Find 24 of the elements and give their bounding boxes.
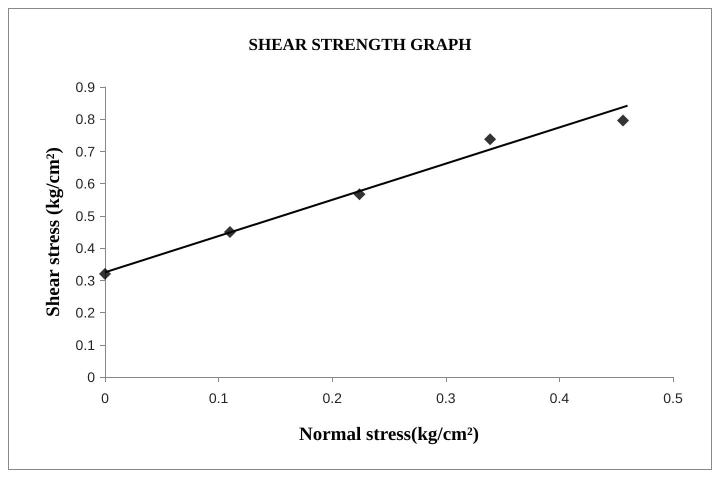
point	[484, 133, 496, 146]
y-tick-label: 0.7	[76, 143, 96, 160]
y-axis-title: Shear stress (kg/cm²)	[43, 147, 64, 317]
chart-title: SHEAR STRENGTH GRAPH	[248, 35, 472, 54]
y-tick-label: 0.8	[76, 111, 96, 128]
x-axis-title: Normal stress(kg/cm²)	[299, 424, 479, 445]
y-tick-label: 0.4	[76, 240, 96, 256]
y-tick-label: 0.6	[76, 176, 96, 192]
y-tick-label: 0.5	[76, 208, 96, 224]
point	[99, 268, 111, 280]
point	[224, 226, 236, 238]
point	[617, 114, 630, 127]
y-tick-label: 0.3	[76, 272, 96, 288]
y-tick-label: 0.1	[76, 336, 96, 353]
point	[353, 188, 366, 200]
x-tick-label: 0.3	[436, 390, 456, 406]
y-tick-label: 0	[87, 369, 96, 385]
x-tick-label: 0.4	[550, 390, 570, 406]
x-tick-label: 0.5	[663, 390, 683, 406]
x-tick-label: 0.2	[322, 390, 342, 406]
x-tick-label: 0	[101, 390, 110, 406]
y-tick-label: 0.9	[76, 79, 96, 95]
y-tick-label: 0.2	[76, 304, 96, 321]
x-tick-label: 0.1	[208, 390, 229, 406]
